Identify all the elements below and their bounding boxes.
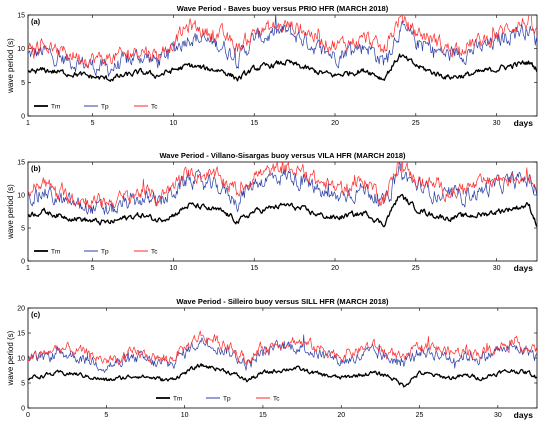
y-tick-label: 0: [21, 114, 25, 121]
legend: Tm Tp Tc: [34, 249, 158, 256]
series-line-tm: [28, 363, 537, 388]
x-tick-label: 20: [331, 265, 339, 272]
x-tick-label: 30: [493, 265, 501, 272]
legend-label-tp: Tp: [101, 104, 109, 111]
x-tick-label: 25: [416, 412, 424, 419]
legend-label-tp: Tp: [101, 249, 109, 256]
series-line-tc: [28, 162, 537, 210]
legend-label-tp: Tp: [223, 396, 231, 403]
legend-label-tm: Tm: [51, 104, 60, 111]
legend: Tm Tp Tc: [156, 396, 280, 403]
x-tick-label: 30: [494, 412, 502, 419]
panel-label: (b): [31, 164, 41, 173]
y-tick-label: 5: [21, 381, 25, 388]
x-tick-label: 10: [170, 265, 178, 272]
x-tick-label: 10: [181, 412, 189, 419]
chart-title: Wave Period - Baves buoy versus PRIO HFR…: [177, 4, 389, 13]
y-axis-label: wave period (s): [6, 330, 15, 386]
y-tick-label: 5: [21, 226, 25, 233]
x-axis-label: days: [514, 263, 534, 273]
x-tick-label: 1: [26, 120, 30, 127]
x-tick-label: 15: [259, 412, 267, 419]
plot-area: [27, 161, 538, 262]
series-line-tm: [28, 53, 537, 83]
x-tick-label: 25: [412, 120, 420, 127]
y-tick-label: 10: [17, 193, 25, 200]
series-line-tm: [28, 193, 537, 228]
x-tick-label: 30: [493, 120, 501, 127]
y-axis-label: wave period (s): [6, 38, 15, 94]
series-line-tp: [28, 15, 537, 77]
y-tick-label: 15: [17, 160, 25, 167]
chart-title: Wave Period - Villano-Sisargas buoy vers…: [159, 151, 406, 160]
x-axis-label: days: [514, 118, 534, 128]
y-tick-label: 20: [17, 306, 25, 313]
y-tick-label: 5: [21, 80, 25, 87]
panel-label: (a): [31, 17, 41, 26]
x-tick-label: 20: [337, 412, 345, 419]
chart-panel-3: Wave Period - Silleiro buoy versus SILL …: [6, 297, 538, 420]
x-tick-label: 1: [26, 265, 30, 272]
legend-label-tm: Tm: [173, 396, 182, 403]
x-tick-label: 0: [26, 412, 30, 419]
x-tick-label: 15: [250, 265, 258, 272]
chart-panel-1: Wave Period - Baves buoy versus PRIO HFR…: [6, 4, 538, 128]
x-tick-label: 5: [104, 412, 108, 419]
x-tick-label: 15: [250, 120, 258, 127]
series-line-tc: [28, 330, 537, 366]
x-tick-label: 25: [412, 265, 420, 272]
legend-label-tc: Tc: [151, 249, 158, 256]
series-line-tc: [28, 15, 537, 69]
y-tick-label: 0: [21, 259, 25, 266]
y-tick-label: 0: [21, 406, 25, 413]
y-tick-label: 10: [17, 356, 25, 363]
x-tick-label: 5: [91, 265, 95, 272]
chart-panel-2: Wave Period - Villano-Sisargas buoy vers…: [6, 151, 538, 273]
legend-label-tc: Tc: [273, 396, 280, 403]
x-axis-label: days: [514, 410, 534, 420]
y-tick-label: 10: [17, 46, 25, 53]
y-tick-label: 15: [17, 331, 25, 338]
x-tick-label: 20: [331, 120, 339, 127]
legend-label-tc: Tc: [151, 104, 158, 111]
legend: Tm Tp Tc: [34, 104, 158, 111]
plot-area: [27, 307, 538, 409]
legend-label-tm: Tm: [51, 249, 60, 256]
x-tick-label: 5: [91, 120, 95, 127]
y-tick-label: 15: [17, 13, 25, 20]
y-axis-label: wave period (s): [6, 184, 15, 240]
panel-label: (c): [31, 310, 41, 319]
x-tick-label: 10: [170, 120, 178, 127]
chart-title: Wave Period - Silleiro buoy versus SILL …: [176, 297, 389, 306]
